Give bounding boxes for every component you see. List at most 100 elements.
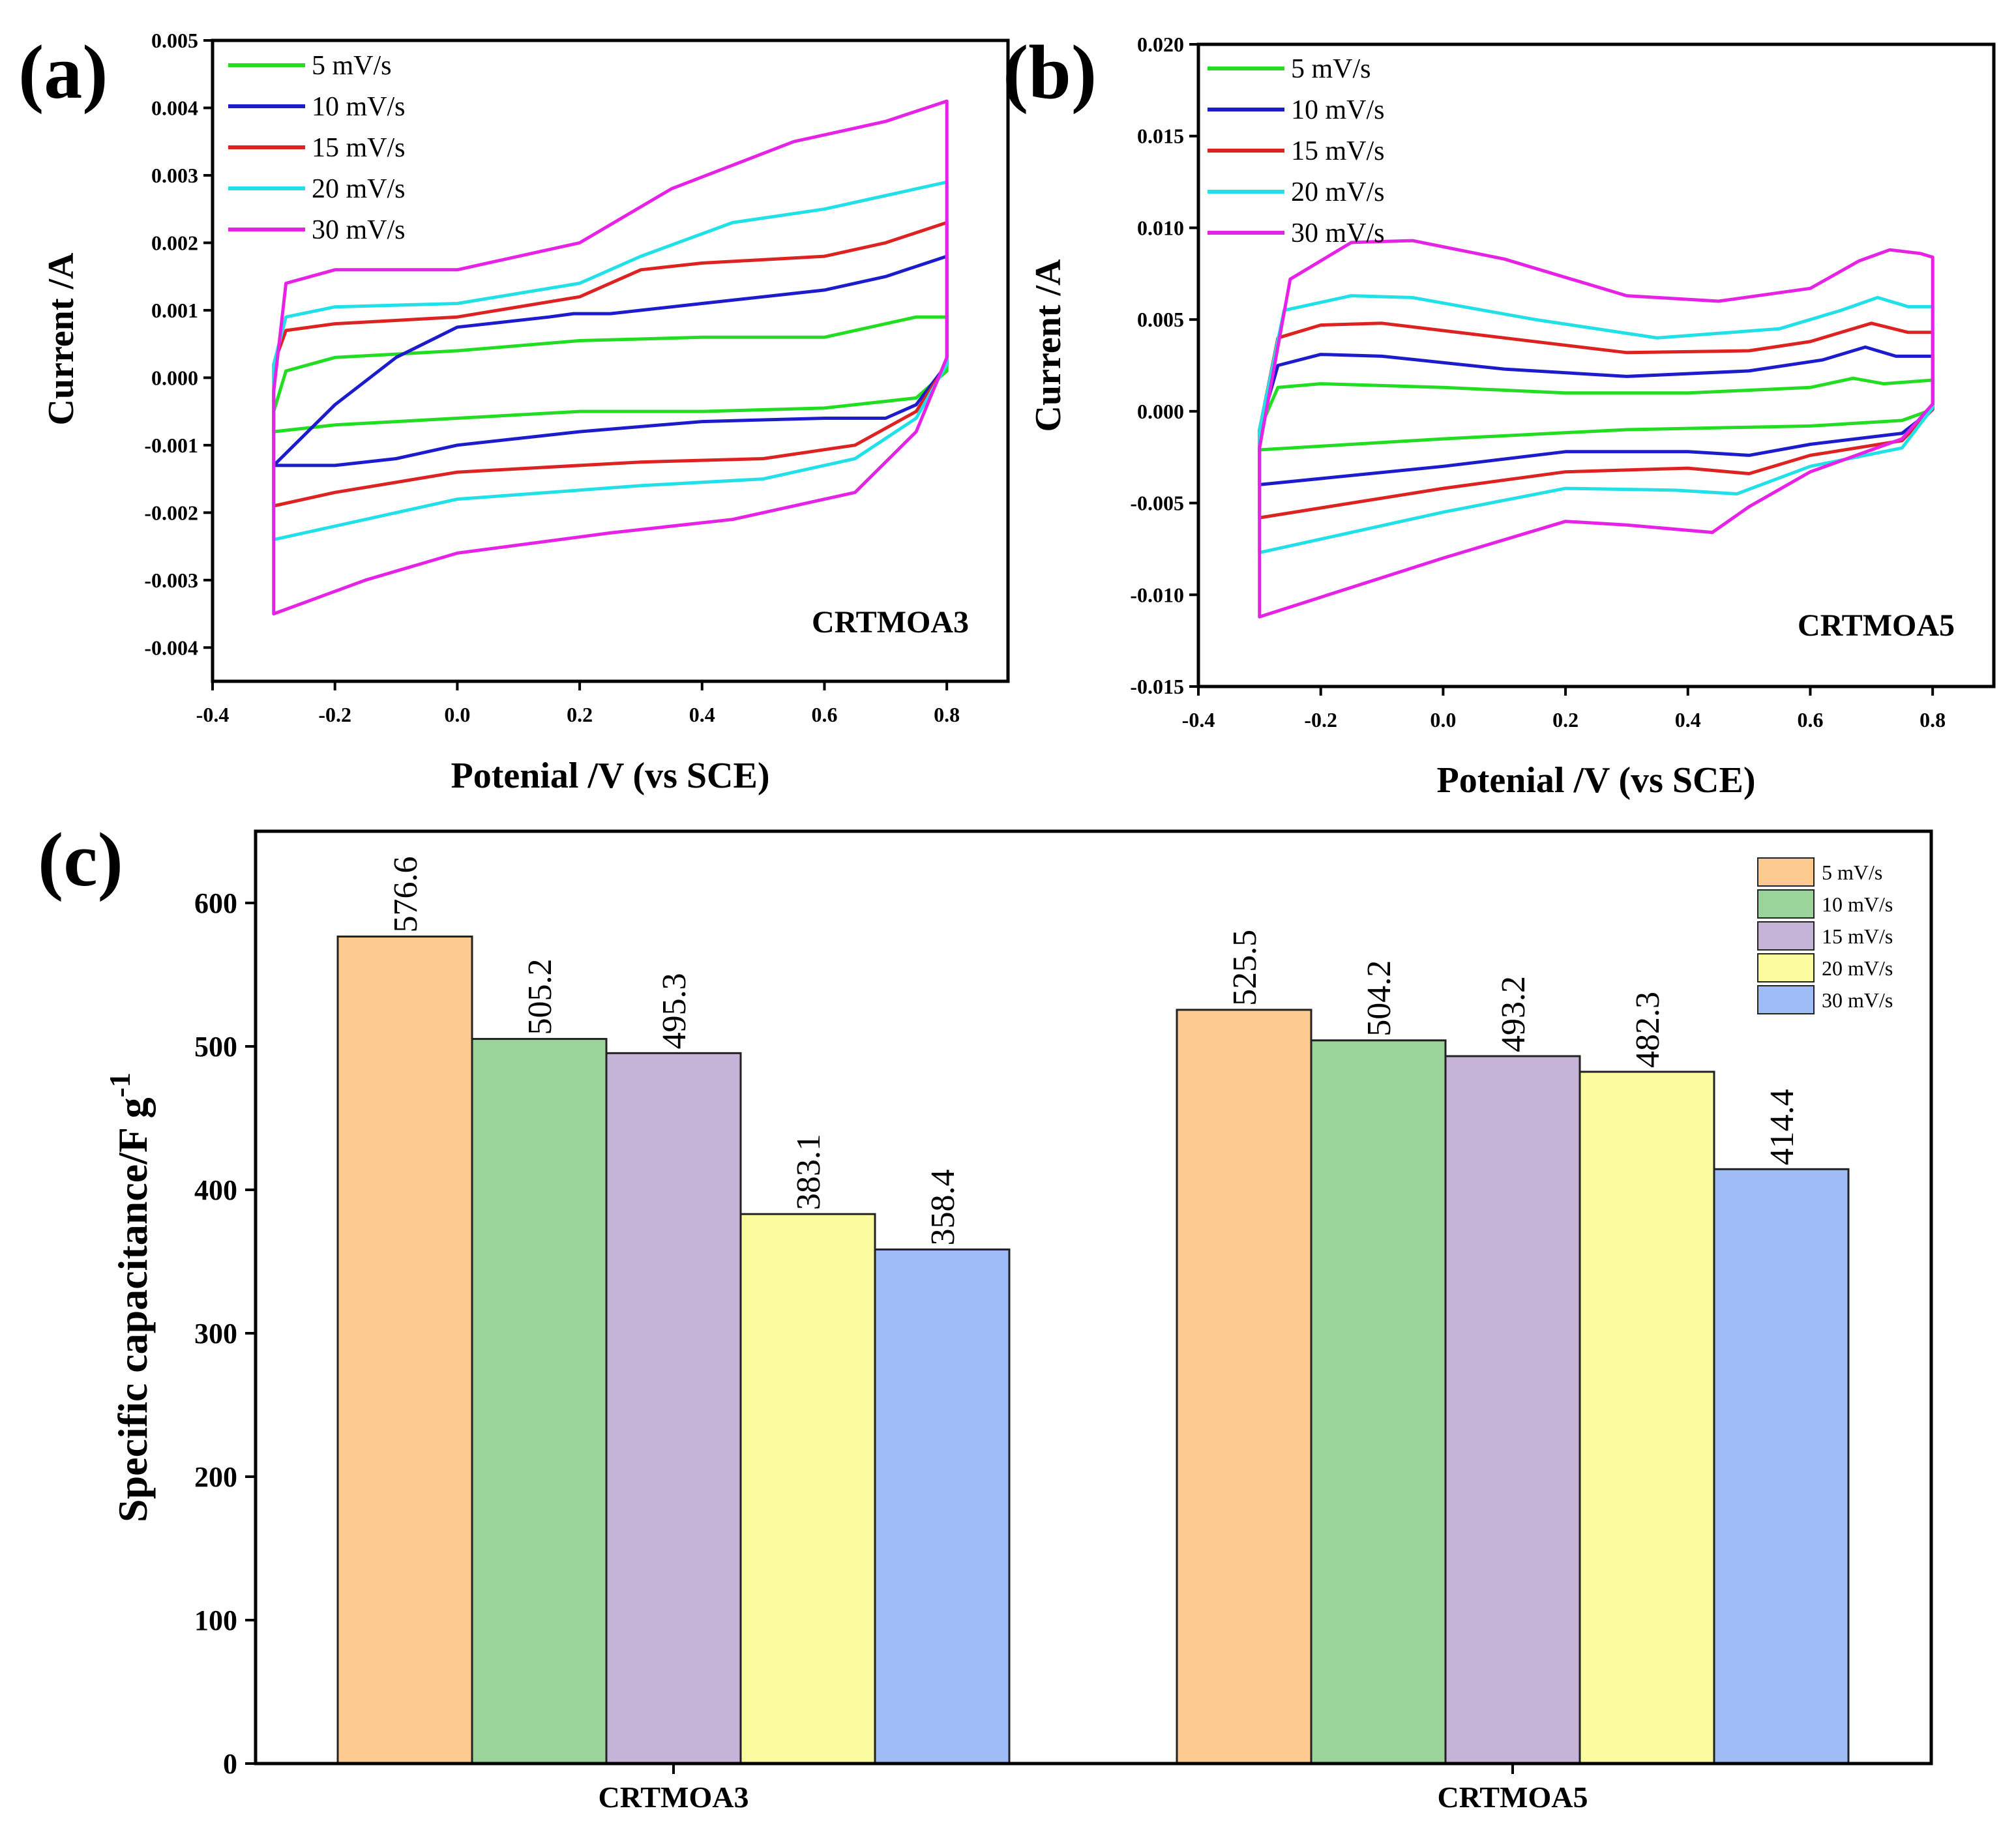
bar-data-label: 414.4 [1764,1089,1801,1165]
y-tick-label: 300 [194,1318,237,1350]
cv-panel-b: -0.4 -0.2 0.0 0.2 0.4 0.6 0.8 0.020 0.015 0.010 0.… [1003,29,1996,801]
x-tick-label: 0.0 [444,703,470,726]
y-tick-label: -0.004 [144,636,198,659]
x-tick-label: -0.4 [1182,708,1215,731]
bar-data-label: 576.6 [387,856,424,932]
bar-CRTMOA3-15-mV-s [605,1052,742,1765]
x-tick-label: 0.8 [1920,708,1946,731]
sample-label: CRTMOA5 [1798,608,1955,643]
x-tick-label: 0.6 [811,703,837,726]
plot-frame [1196,42,1996,688]
legend-swatch [1757,889,1815,919]
y-tick-label: 0.004 [151,96,198,119]
x-category-label: CRTMOA3 [599,1780,749,1814]
legend-swatch [1757,953,1815,982]
bar-data-label: 525.5 [1226,930,1264,1006]
y-tick-label: 500 [194,1031,237,1063]
panel-label: (c) [38,817,123,902]
cv-curve-15-mV-s [272,220,949,508]
cv-curve-30-mV-s [1258,239,1934,619]
y-tick-label: 0.000 [151,366,198,389]
legend-swatch [1757,985,1815,1014]
x-tick-label: 0.6 [1797,708,1823,731]
legend-label: 20 mV/s [1291,177,1385,207]
legend-label: 15 mV/s [1822,924,1893,948]
legend-label: 30 mV/s [1291,218,1385,248]
y-tick-label: 0.020 [1137,33,1184,56]
y-tick-label: -0.002 [144,501,198,524]
x-tick-label: 0.0 [1430,708,1456,731]
y-tick-label: 0.015 [1137,125,1184,148]
legend-label: 10 mV/s [312,92,406,122]
plot-frame [211,38,1010,683]
legend-label: 20 mV/s [312,174,406,204]
y-tick-label: -0.010 [1130,583,1184,606]
y-axis-title-main: Specific capacitance/F g [110,1097,156,1522]
bar-CRTMOA5-30-mV-s [1713,1168,1850,1765]
y-axis-title-superscript: -1 [103,1072,136,1097]
legend-label: 15 mV/s [1291,136,1385,166]
y-tick-label: -0.001 [144,434,198,457]
y-tick-label: -0.005 [1130,492,1184,515]
bar-data-label: 482.3 [1629,992,1667,1068]
cv-curve-30-mV-s [272,99,949,615]
x-axis-title: Potenial /V (vs SCE) [451,756,770,796]
y-tick-label: -0.015 [1130,675,1184,698]
y-axis-title: Current /A [1028,259,1069,432]
legend-label: 20 mV/s [1822,956,1893,980]
panel-label: (b) [1003,29,1097,115]
bar-data-label: 505.2 [522,959,559,1035]
bar-CRTMOA5-10-mV-s [1310,1039,1447,1765]
y-tick-label: 400 [194,1174,237,1206]
cv-curve-10-mV-s [272,254,949,467]
y-tick-label: 200 [194,1461,237,1493]
panel-label: (a) [18,29,108,115]
y-tick-label: 0.003 [151,164,198,187]
x-tick-label: 0.8 [934,703,960,726]
bar-CRTMOA3-30-mV-s [874,1248,1011,1765]
cv-curve-20-mV-s [1258,294,1934,555]
legend-label: 5 mV/s [1822,861,1882,884]
bar-CRTMOA3-5-mV-s [336,935,473,1765]
bar-panel: 576.6 525.5 505.2 504.2 495.3 493.2 383.1 482.3… [38,817,1933,1814]
legend-label: 10 mV/s [1291,95,1385,125]
sample-label: CRTMOA3 [812,605,969,640]
y-tick-label: 0.005 [1137,308,1184,331]
x-tick-label: 0.4 [1675,708,1701,731]
x-tick-label: 0.2 [567,703,593,726]
bar-CRTMOA5-15-mV-s [1444,1055,1581,1765]
bar-CRTMOA5-20-mV-s [1579,1071,1715,1765]
bar-data-label: 504.2 [1361,960,1398,1037]
cv-curve-15-mV-s [1258,321,1934,520]
y-tick-label: 100 [194,1604,237,1636]
legend-swatch [1757,921,1815,951]
y-tick-label: 0.002 [151,231,198,254]
legend-label: 10 mV/s [1822,893,1893,916]
cv-curve-5-mV-s [1258,376,1934,452]
cv-curve-10-mV-s [1258,345,1934,486]
bar-data-label: 383.1 [790,1134,827,1210]
x-tick-label: 0.2 [1552,708,1579,731]
y-tick-label: 0.001 [151,299,198,322]
y-tick-label: 600 [194,887,237,919]
y-axis-title: Specific capacitance/F g-1 [103,1072,156,1522]
x-tick-label: 0.4 [689,703,715,726]
bar-CRTMOA3-20-mV-s [739,1213,876,1765]
x-axis-title: Potenial /V (vs SCE) [1437,760,1756,801]
x-tick-label: -0.2 [318,703,351,726]
y-tick-label: 0 [223,1748,237,1780]
y-tick-label: 0.010 [1137,216,1184,239]
x-tick-label: -0.2 [1304,708,1337,731]
legend-swatch [1757,857,1815,887]
bar-data-label: 495.3 [656,973,693,1049]
bar-CRTMOA5-5-mV-s [1176,1009,1312,1765]
bar-data-label: 493.2 [1495,976,1532,1052]
x-tick-label: -0.4 [196,703,230,726]
legend-label: 5 mV/s [312,51,392,81]
plot-frame [254,829,1933,1766]
bar-CRTMOA3-10-mV-s [471,1038,608,1765]
y-tick-label: -0.003 [144,569,198,592]
bar-data-label: 358.4 [925,1170,962,1246]
legend-label: 30 mV/s [1822,988,1893,1012]
